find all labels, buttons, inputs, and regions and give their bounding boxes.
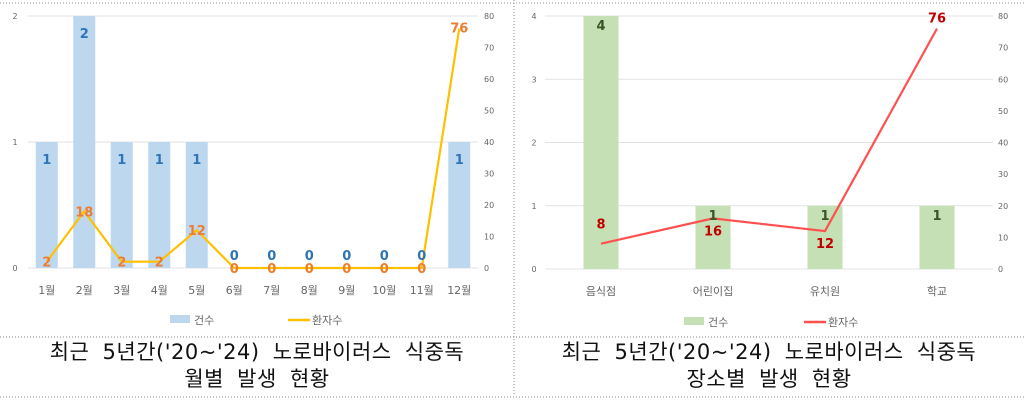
- chart-1-bar-data-label: 1: [117, 153, 126, 168]
- chart-1-legend-bar-label: 건수: [194, 314, 214, 327]
- chart-1-bar-data-label: 1: [455, 153, 464, 168]
- chart-1-line-data-label: 0: [417, 262, 426, 277]
- chart-1-legend-bar-swatch: [170, 315, 190, 323]
- chart-2-line-data-label: 16: [704, 224, 722, 239]
- chart-1-bar: [448, 142, 471, 268]
- chart-2-legend-bar-label: 건수: [708, 316, 728, 329]
- chart-1-caption: 최근 5년간('20~'24) 노로바이러스 식중독 월별 발생 현황: [0, 339, 514, 393]
- chart-1-line-data-label: 76: [450, 22, 468, 37]
- chart-1-bar: [73, 16, 96, 268]
- chart-1-left-tick-label: 0: [12, 264, 17, 273]
- chart-2-line-data-label: 76: [928, 12, 946, 27]
- chart-1-bar-data-label: 0: [230, 249, 239, 264]
- chart-1-bar-data-label: 0: [305, 249, 314, 264]
- chart-2-bar-data-label: 1: [708, 209, 717, 224]
- chart-1-category-label: 11월: [410, 284, 434, 297]
- chart-1-line-data-label: 0: [342, 262, 351, 277]
- chart-1-right-tick-label: 0: [484, 264, 489, 273]
- chart-2-right-tick-label: 0: [998, 265, 1003, 274]
- chart-1-bar-data-label: 0: [267, 249, 276, 264]
- chart-1-legend-line-label: 환자수: [312, 314, 342, 327]
- chart-1-category-label: 8월: [301, 284, 318, 297]
- chart-1-right-tick-label: 20: [484, 201, 494, 210]
- chart-1-bar-data-label: 0: [380, 249, 389, 264]
- chart-1-bar-data-label: 1: [42, 153, 51, 168]
- chart-2-right-tick-label: 20: [998, 202, 1008, 211]
- chart-2-legend-line-label: 환자수: [828, 316, 858, 329]
- chart-2-right-tick-label: 30: [998, 170, 1008, 179]
- chart-1-line-data-label: 2: [155, 256, 164, 271]
- chart-2-line-data-label: 8: [596, 218, 605, 233]
- chart-1-category-label: 12월: [447, 284, 471, 297]
- chart-1-right-tick-label: 40: [484, 138, 494, 147]
- chart-1-line-data-label: 18: [75, 205, 93, 220]
- chart-1-bar-data-label: 1: [155, 153, 164, 168]
- chart-1-category-label: 2월: [76, 284, 93, 297]
- chart-2-left-tick-label: 2: [531, 139, 536, 148]
- chart-1-right-tick-label: 30: [484, 170, 494, 179]
- chart-2-right-tick-label: 10: [998, 233, 1008, 242]
- chart-1-title: 최근 5년간('20~'24) 노로바이러스 식중독: [49, 340, 465, 364]
- chart-2-bar: [695, 205, 731, 269]
- chart-1-line-data-label: 12: [188, 224, 206, 239]
- chart-1-bar-data-label: 0: [417, 249, 426, 264]
- chart-1-bar-data-label: 2: [80, 27, 89, 42]
- chart-2-patients-line: [600, 28, 938, 245]
- chart-1-left-tick-label: 2: [12, 12, 17, 21]
- chart-2-bar-data-label: 1: [932, 209, 941, 224]
- chart-1-right-tick-label: 50: [484, 107, 494, 116]
- chart-2-left-tick-label: 0: [531, 265, 536, 274]
- chart-2-right-tick-label: 60: [998, 75, 1008, 84]
- chart-1-line-data-label: 0: [230, 262, 239, 277]
- chart-1-line-data-label: 0: [305, 262, 314, 277]
- chart-2-right-tick-label: 80: [998, 12, 1008, 21]
- chart-2-category-label: 음식점: [586, 285, 616, 298]
- chart-2-subtitle: 장소별 발생 현황: [686, 367, 852, 391]
- chart-1-bar: [35, 142, 58, 268]
- chart-1-bar: [148, 142, 171, 268]
- chart-1-category-label: 4월: [151, 284, 168, 297]
- chart-1-category-label: 6월: [226, 284, 243, 297]
- chart-1-patients-line: [45, 28, 461, 270]
- chart-1-line-data-label: 0: [380, 262, 389, 277]
- chart-2-title: 최근 5년간('20~'24) 노로바이러스 식중독: [561, 340, 977, 364]
- chart-1-right-tick-label: 60: [484, 75, 494, 84]
- chart-1-bar-data-label: 1: [192, 153, 201, 168]
- chart-1-right-tick-label: 10: [484, 233, 494, 242]
- chart-1-right-tick-label: 80: [484, 12, 494, 21]
- chart-1-bar: [110, 142, 133, 268]
- chart-2-left-tick-label: 1: [531, 202, 536, 211]
- chart-2-category-label: 유치원: [810, 285, 840, 298]
- chart-1-category-label: 10월: [372, 284, 396, 297]
- chart-2-left-tick-label: 3: [531, 75, 536, 84]
- chart-2-bar-data-label: 4: [596, 19, 605, 34]
- chart-1-category-label: 1월: [38, 284, 55, 297]
- chart-1-line-data-label: 2: [117, 256, 126, 271]
- chart-2-bar: [807, 205, 843, 269]
- chart-2-category-label: 학교: [927, 285, 947, 298]
- chart-1-category-label: 3월: [113, 284, 130, 297]
- chart-1-right-tick-label: 70: [484, 44, 494, 53]
- chart-2-right-tick-label: 40: [998, 139, 1008, 148]
- chart-2-right-tick-label: 70: [998, 44, 1008, 53]
- chart-2-caption: 최근 5년간('20~'24) 노로바이러스 식중독 장소별 발생 현황: [514, 339, 1024, 393]
- chart-2-category-label: 어린이집: [693, 285, 733, 298]
- chart-1-left-tick-label: 1: [12, 138, 17, 147]
- chart-2-bar: [919, 205, 955, 269]
- chart-1-category-label: 7월: [263, 284, 280, 297]
- chart-1-bar-data-label: 0: [342, 249, 351, 264]
- chart-1-line-data-label: 2: [42, 256, 51, 271]
- chart-1-line-data-label: 0: [267, 262, 276, 277]
- chart-2-left-tick-label: 4: [531, 12, 536, 21]
- chart-1-category-label: 9월: [338, 284, 355, 297]
- chart-2-right-tick-label: 50: [998, 107, 1008, 116]
- chart-1-category-label: 5월: [188, 284, 205, 297]
- chart-1-subtitle: 월별 발생 현황: [184, 367, 330, 391]
- chart-2-line-data-label: 12: [816, 237, 834, 252]
- chart-2-bar-data-label: 1: [820, 209, 829, 224]
- chart-2-bar: [583, 16, 619, 269]
- chart-2-legend-bar-swatch: [684, 317, 704, 325]
